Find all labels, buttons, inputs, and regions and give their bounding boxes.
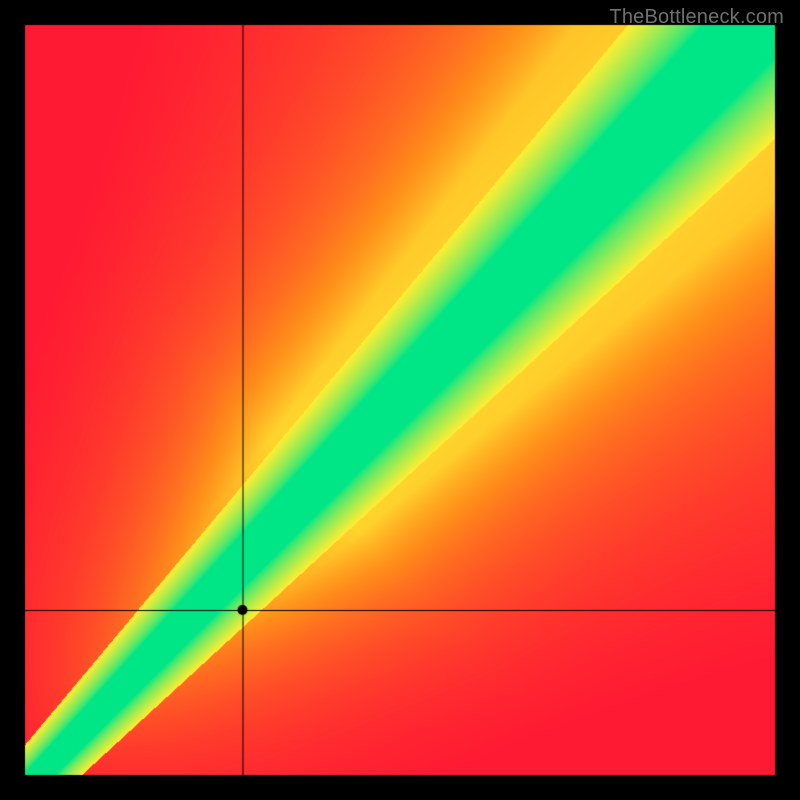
watermark-text: TheBottleneck.com [609, 6, 784, 29]
heatmap-canvas [0, 0, 800, 800]
chart-container: TheBottleneck.com [0, 0, 800, 800]
